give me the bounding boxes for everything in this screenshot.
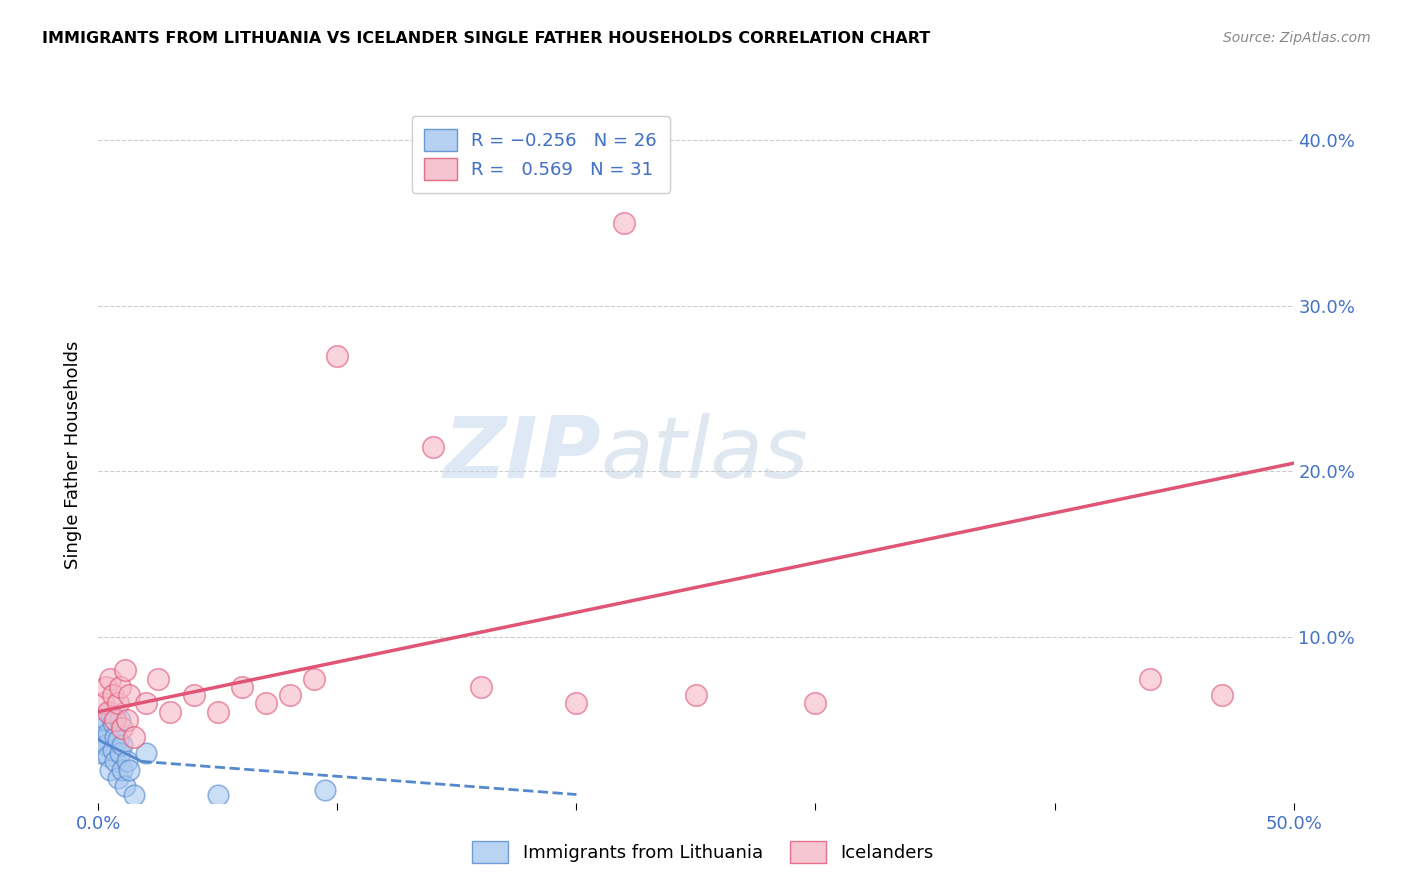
Point [108, 680, 131, 694]
Point [111, 763, 134, 777]
Point [97, 705, 120, 719]
Point [91, 697, 114, 711]
Point [118, 763, 141, 777]
Point [101, 716, 124, 731]
Point [124, 730, 146, 744]
Point [470, 680, 492, 694]
Point [108, 713, 131, 727]
Point [104, 730, 127, 744]
Legend: Immigrants from Lithuania, Icelanders: Immigrants from Lithuania, Icelanders [461, 830, 945, 874]
Point [565, 697, 588, 711]
Point [207, 705, 229, 719]
Point [94, 713, 117, 727]
Point [114, 663, 136, 677]
Point [254, 697, 277, 711]
Point [107, 697, 129, 711]
Point [98, 672, 122, 686]
Point [101, 688, 124, 702]
Text: atlas: atlas [600, 413, 808, 497]
Point [135, 697, 157, 711]
Point [107, 771, 129, 785]
Point [104, 713, 127, 727]
Point [183, 688, 205, 702]
Point [91, 721, 114, 735]
Point [124, 788, 146, 802]
Point [101, 743, 124, 757]
Point [111, 721, 134, 735]
Point [115, 755, 138, 769]
Text: IMMIGRANTS FROM LITHUANIA VS ICELANDER SINGLE FATHER HOUSEHOLDS CORRELATION CHAR: IMMIGRANTS FROM LITHUANIA VS ICELANDER S… [42, 31, 931, 46]
Point [135, 746, 157, 760]
Point [111, 738, 134, 752]
Point [91, 732, 114, 747]
Point [278, 688, 301, 702]
Point [97, 726, 120, 740]
Point [98, 763, 122, 777]
Point [98, 705, 122, 719]
Point [207, 788, 229, 802]
Point [118, 688, 141, 702]
Y-axis label: Single Father Households: Single Father Households [65, 341, 83, 569]
Legend: R = −0.256   N = 26, R =   0.569   N = 31: R = −0.256 N = 26, R = 0.569 N = 31 [412, 116, 669, 193]
Point [104, 755, 127, 769]
Point [1139, 672, 1161, 686]
Point [108, 746, 131, 760]
Point [804, 697, 827, 711]
Point [326, 349, 349, 363]
Point [114, 779, 136, 793]
Point [685, 688, 707, 702]
Point [422, 440, 444, 454]
Text: ZIP: ZIP [443, 413, 600, 497]
Point [302, 672, 325, 686]
Point [107, 732, 129, 747]
Point [148, 672, 170, 686]
Point [94, 738, 117, 752]
Point [90, 746, 112, 760]
Point [1211, 688, 1233, 702]
Point [94, 680, 117, 694]
Point [159, 705, 181, 719]
Point [97, 749, 120, 764]
Point [315, 782, 337, 797]
Point [115, 713, 138, 727]
Point [231, 680, 253, 694]
Point [613, 216, 636, 230]
Text: Source: ZipAtlas.com: Source: ZipAtlas.com [1223, 31, 1371, 45]
